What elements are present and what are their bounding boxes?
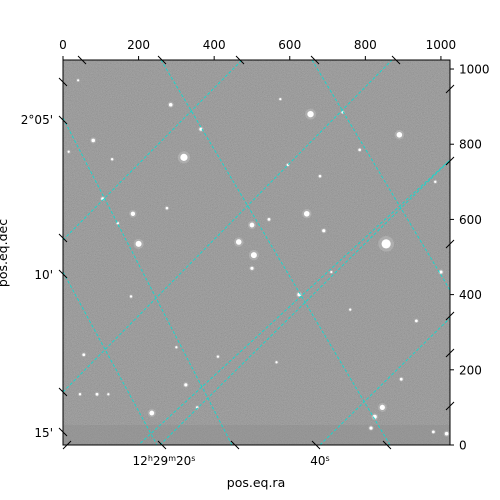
star (95, 392, 99, 396)
dec-tick-label: 2°05' (21, 113, 53, 127)
top-edge-ticks (77, 55, 401, 65)
x-tick-label: 800 (354, 38, 377, 52)
star (82, 353, 86, 357)
star (279, 98, 282, 101)
star (130, 211, 136, 216)
dec-tick-label: 10' (34, 268, 53, 282)
y-axis-label: pos.eq.dec (0, 219, 10, 287)
star (358, 148, 361, 152)
x-pixel-axis: 0 200 400 600 800 1000 (59, 38, 456, 60)
star (399, 377, 403, 381)
star (250, 266, 254, 270)
dec-grid-line (63, 60, 243, 241)
ra-tick-seconds: 20 (176, 454, 191, 468)
star (444, 431, 449, 436)
star (77, 79, 80, 82)
y-pixel-axis: 0 200 400 600 800 1000 (450, 63, 490, 453)
star (318, 174, 322, 178)
star (330, 270, 333, 274)
star (381, 239, 391, 249)
right-edge-ticks (445, 84, 455, 411)
ra-tick-hours: 12 (133, 454, 148, 468)
star-field (66, 78, 450, 437)
ra-tick-minutes: 29 (153, 454, 168, 468)
star (216, 355, 220, 358)
star (250, 252, 257, 259)
y-tick-label: 1000 (459, 63, 490, 77)
dec-grid-line (137, 159, 450, 445)
dec-grid-line (159, 159, 450, 445)
star (235, 239, 242, 245)
x-tick-label: 1000 (426, 38, 457, 52)
ra-tick-seconds: 40 (310, 454, 325, 468)
star (322, 229, 326, 233)
plot-frame (62, 59, 451, 446)
star (165, 206, 169, 210)
ra-grid-line (63, 117, 233, 445)
star (431, 430, 435, 434)
star (91, 138, 96, 143)
star (379, 404, 385, 411)
dec-grid-line (63, 60, 393, 393)
star (149, 410, 155, 416)
y-tick-label: 600 (459, 213, 482, 227)
star (439, 270, 443, 274)
ra-tick-label: 12h29m20s (133, 454, 196, 469)
star (249, 222, 255, 228)
star (414, 319, 418, 323)
x-tick-label: 0 (59, 38, 67, 52)
star (110, 158, 114, 161)
y-tick-label: 0 (459, 439, 467, 453)
star (199, 127, 203, 131)
star (434, 180, 437, 184)
star (369, 426, 373, 430)
star (67, 150, 70, 153)
star (175, 346, 178, 349)
x-tick-label: 600 (278, 38, 301, 52)
sky-image (63, 60, 450, 445)
ra-grid-line (63, 271, 158, 445)
star (180, 153, 188, 161)
star (307, 110, 314, 118)
dec-grid-line (319, 317, 450, 445)
y-tick-label: 400 (459, 288, 482, 302)
dec-tick-label: 15' (34, 426, 53, 440)
star (267, 218, 271, 221)
star (78, 393, 82, 396)
x-axis-label: pos.eq.ra (227, 475, 285, 490)
ra-tick-label: 40s (310, 454, 329, 469)
star (303, 210, 310, 217)
dec-ticks (58, 77, 68, 437)
star (396, 132, 403, 138)
star (184, 383, 188, 387)
star (168, 102, 173, 107)
y-tick-label: 800 (459, 138, 482, 152)
star (129, 295, 133, 298)
coordinate-grid (63, 60, 450, 445)
x-tick-label: 400 (203, 38, 226, 52)
x-tick-label: 200 (127, 38, 150, 52)
star (275, 361, 278, 364)
star (349, 308, 352, 311)
star (135, 240, 142, 247)
ra-ticks (62, 440, 392, 450)
y-tick-label: 200 (459, 363, 482, 377)
star (107, 393, 110, 396)
